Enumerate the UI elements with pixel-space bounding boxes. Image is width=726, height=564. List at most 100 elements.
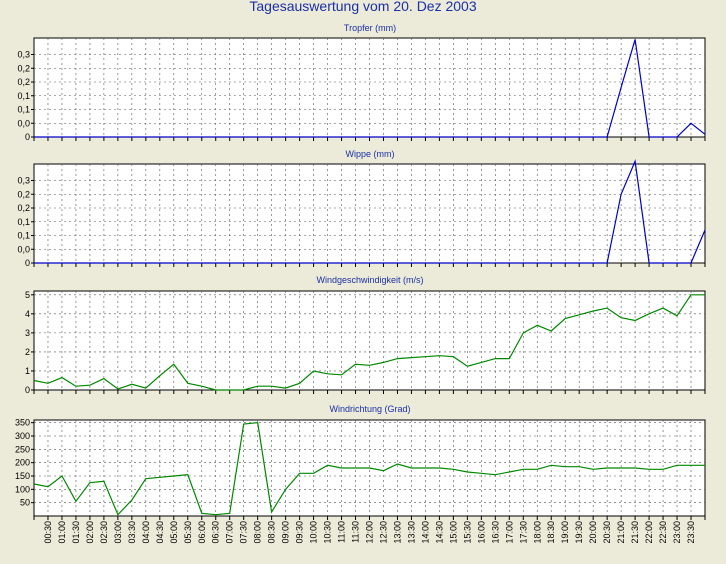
data-point	[298, 382, 300, 384]
data-point	[704, 229, 706, 231]
data-point	[480, 136, 482, 138]
x-tick-label: 05:30	[183, 521, 193, 544]
y-tick-label: 0	[25, 258, 30, 268]
y-tick-label: 0,1	[17, 217, 30, 227]
data-point	[508, 262, 510, 264]
x-tick-label: 07:30	[239, 521, 249, 544]
data-point	[648, 313, 650, 315]
x-tick-label: 20:30	[602, 521, 612, 544]
data-point	[634, 319, 636, 321]
data-point	[117, 262, 119, 264]
data-point	[704, 464, 706, 466]
y-tick-label: 4	[25, 309, 30, 319]
data-point	[564, 465, 566, 467]
data-point	[145, 136, 147, 138]
data-point	[508, 136, 510, 138]
y-tick-label: 150	[15, 471, 30, 481]
data-point	[215, 389, 217, 391]
data-point	[494, 473, 496, 475]
data-point	[326, 136, 328, 138]
x-tick-label: 14:00	[420, 521, 430, 544]
plot-area	[33, 37, 706, 138]
data-point	[578, 136, 580, 138]
data-point	[131, 262, 133, 264]
data-point	[159, 375, 161, 377]
data-point	[354, 363, 356, 365]
data-point	[494, 136, 496, 138]
data-point	[606, 467, 608, 469]
x-tick-label: 08:00	[253, 521, 263, 544]
data-point	[61, 262, 63, 264]
data-point	[382, 469, 384, 471]
data-point	[690, 122, 692, 124]
y-tick-label: 0,3	[17, 176, 30, 186]
data-point	[33, 136, 35, 138]
y-tick-label: 50	[20, 498, 30, 508]
data-point	[536, 468, 538, 470]
data-point	[312, 136, 314, 138]
series-line	[33, 294, 705, 391]
x-tick-label: 04:30	[155, 521, 165, 544]
x-tick-label: 16:00	[476, 521, 486, 544]
data-point	[89, 136, 91, 138]
data-point	[89, 384, 91, 386]
data-point	[229, 512, 231, 514]
data-point	[75, 136, 77, 138]
series-line	[34, 39, 706, 138]
y-tick-label: 5	[25, 290, 30, 300]
data-point	[354, 136, 356, 138]
x-tick-label: 20:00	[588, 521, 598, 544]
data-point	[242, 136, 244, 138]
data-point	[676, 464, 678, 466]
data-point	[103, 480, 105, 482]
data-point	[326, 464, 328, 466]
data-point	[242, 423, 244, 425]
data-point	[494, 357, 496, 359]
report-title: Tagesauswertung vom 20. Dez 2003	[249, 0, 477, 14]
x-tick-label: 04:00	[141, 521, 151, 544]
data-point	[117, 136, 119, 138]
data-point	[438, 355, 440, 357]
x-tick-label: 10:00	[309, 521, 319, 544]
data-point	[648, 468, 650, 470]
x-tick-label: 12:00	[365, 521, 375, 544]
data-point	[382, 262, 384, 264]
data-point	[326, 262, 328, 264]
data-point	[704, 294, 706, 296]
data-point	[284, 136, 286, 138]
data-point	[522, 262, 524, 264]
x-tick-label: 03:30	[127, 521, 137, 544]
x-tick-label: 13:00	[392, 521, 402, 544]
x-tick-label: 09:00	[281, 521, 291, 544]
data-point	[508, 357, 510, 359]
y-tick-label: 0,1	[17, 231, 30, 241]
data-point	[508, 471, 510, 473]
data-point	[159, 136, 161, 138]
data-point	[634, 38, 636, 40]
data-point	[396, 357, 398, 359]
x-tick-label: 05:00	[169, 521, 179, 544]
data-point	[550, 330, 552, 332]
data-point	[578, 262, 580, 264]
y-tick-label: 0	[25, 385, 30, 395]
data-point	[452, 262, 454, 264]
series-line	[33, 422, 705, 516]
data-point	[187, 473, 189, 475]
data-point	[131, 136, 133, 138]
data-point	[187, 382, 189, 384]
data-point	[662, 468, 664, 470]
data-point	[242, 389, 244, 391]
x-tick-label: 22:30	[658, 521, 668, 544]
data-point	[564, 136, 566, 138]
data-point	[662, 262, 664, 264]
data-point	[298, 472, 300, 474]
data-point	[326, 373, 328, 375]
data-point	[480, 262, 482, 264]
data-point	[382, 136, 384, 138]
x-tick-label: 17:00	[504, 521, 514, 544]
x-tick-label: 22:00	[644, 521, 654, 544]
y-tick-label: 100	[15, 484, 30, 494]
y-tick-label: 0	[25, 132, 30, 142]
data-point	[33, 379, 35, 381]
